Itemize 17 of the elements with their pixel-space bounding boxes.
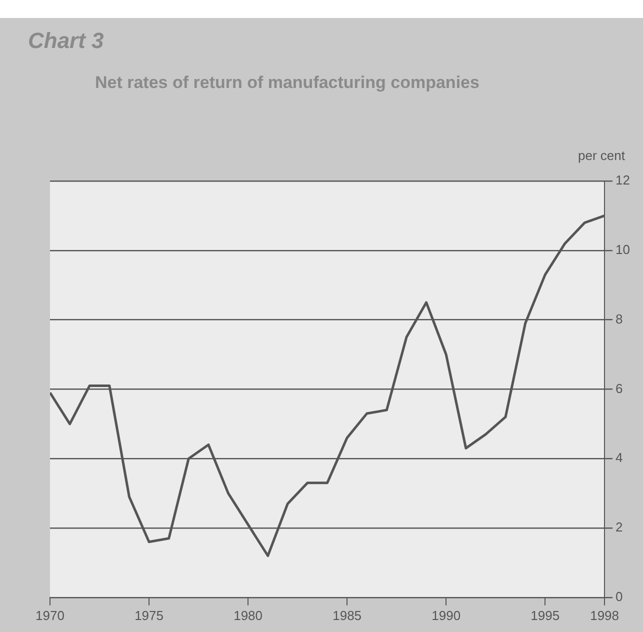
y-tick-label: 2 [616, 520, 623, 535]
y-tick-label: 8 [616, 311, 623, 326]
x-tick-label: 1998 [590, 608, 619, 623]
x-tick-label: 1975 [134, 608, 164, 623]
x-tick-label: 1980 [234, 608, 263, 623]
x-tick-label: 1990 [432, 608, 461, 623]
x-tick-label: 1970 [36, 608, 64, 623]
x-tick-label: 1995 [530, 608, 560, 623]
chart-subtitle: Net rates of return of manufacturing companies [95, 73, 480, 93]
y-tick-label: 0 [616, 588, 623, 604]
y-tick-label: 4 [616, 450, 623, 466]
y-tick-label: 12 [616, 172, 630, 188]
x-tick-label: 1985 [332, 608, 362, 623]
y-tick-label: 6 [616, 380, 623, 396]
y-axis-title: per cent [578, 148, 625, 163]
y-tick-label: 10 [616, 242, 630, 257]
chart-title: Chart 3 [28, 28, 104, 54]
